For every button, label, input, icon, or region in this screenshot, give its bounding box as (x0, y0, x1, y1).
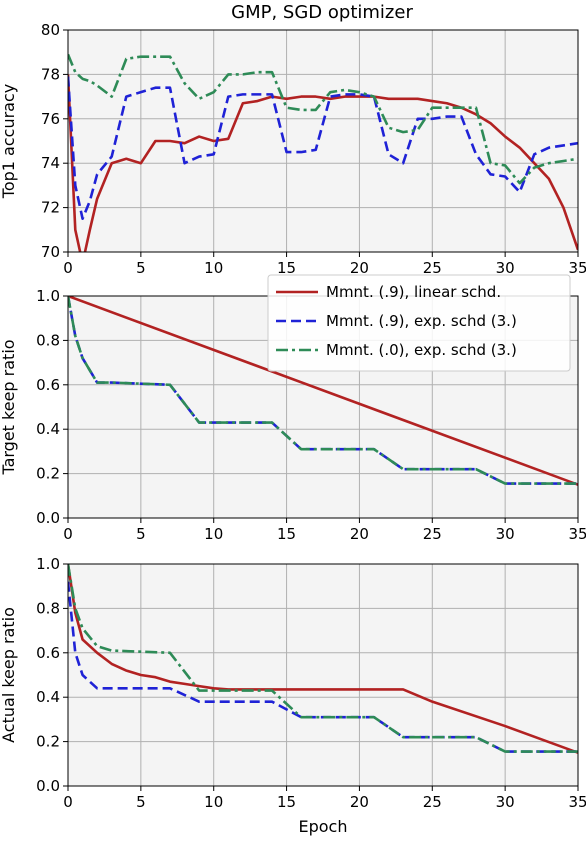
x-tick-label: 15 (277, 525, 296, 543)
x-tick-label: 0 (63, 259, 73, 277)
series-line-0 (68, 564, 578, 754)
plot-frame (67, 563, 579, 787)
x-tick-label: 25 (423, 525, 442, 543)
y-tick-label: 72 (41, 199, 60, 217)
x-tick-label: 0 (63, 793, 73, 811)
x-tick-label: 20 (350, 793, 369, 811)
series-line-1 (68, 296, 578, 485)
x-tick-label: 5 (136, 525, 146, 543)
y-tick-label: 0.8 (36, 599, 60, 617)
x-tick-label: 15 (277, 259, 296, 277)
legend-label-exp-nomomentum: Mmnt. (.0), exp. schd (3.) (326, 341, 517, 359)
series-line-1 (68, 581, 578, 753)
x-tick-label: 30 (496, 793, 515, 811)
y-axis-label: Actual keep ratio (0, 607, 18, 743)
x-tick-label: 15 (277, 793, 296, 811)
y-tick-label: 1.0 (36, 287, 60, 305)
figure-title: GMP, SGD optimizer (231, 2, 413, 23)
y-tick-label: 0.8 (36, 331, 60, 349)
plot-area (68, 564, 578, 786)
series-line-0 (68, 74, 578, 252)
legend-box (267, 274, 571, 372)
series-line-1 (68, 76, 578, 220)
x-tick-label: 10 (204, 259, 223, 277)
y-tick-label: 0.4 (36, 688, 60, 706)
actual-keep-ratio-panel: 0 5 10 15 20 25 30 35 0.0 0.2 0.4 0.6 0.8 1.0 Actual k… (0, 555, 586, 836)
y-tick-label: 0.6 (36, 376, 60, 394)
x-tick-label: 30 (496, 525, 515, 543)
y-tick-label: 70 (41, 243, 60, 261)
x-tick-label: 25 (423, 793, 442, 811)
series-line-2 (68, 564, 578, 753)
legend-label-exp-momentum: Mmnt. (.9), exp. schd (3.) (326, 312, 517, 330)
x-tick-label: 35 (568, 259, 586, 277)
legend: Mmnt. (.9), linear schd. Mmnt. (.9), exp… (267, 274, 571, 372)
series-line-0 (68, 296, 578, 486)
x-tick-label: 25 (423, 259, 442, 277)
y-axis-label: Target keep ratio (0, 339, 18, 475)
y-tick-label: 74 (41, 154, 60, 172)
y-axis-label: Top1 accuracy (0, 84, 18, 199)
x-tick-label: 35 (568, 525, 586, 543)
accuracy-panel: 0 5 10 15 20 25 30 35 70 72 74 76 78 80 Top1 accuracy (0, 21, 586, 277)
y-tick-label: 1.0 (36, 555, 60, 573)
legend-label-linear: Mmnt. (.9), linear schd. (326, 283, 501, 301)
y-tick-label: 0.6 (36, 644, 60, 662)
x-tick-label: 20 (350, 259, 369, 277)
x-tick-label: 5 (136, 259, 146, 277)
x-tick-label: 30 (496, 259, 515, 277)
y-tick-label: 76 (41, 110, 60, 128)
y-tick-label: 80 (41, 21, 60, 39)
x-tick-label: 10 (204, 525, 223, 543)
x-tick-label: 35 (568, 793, 586, 811)
plot-area (68, 30, 578, 252)
series-line-2 (68, 53, 578, 185)
y-tick-label: 78 (41, 65, 60, 83)
x-tick-label: 20 (350, 525, 369, 543)
x-tick-label: 10 (204, 793, 223, 811)
y-tick-label: 0.2 (36, 465, 60, 483)
y-tick-label: 0.0 (36, 509, 60, 527)
y-tick-label: 0.4 (36, 420, 60, 438)
y-tick-label: 0.0 (36, 777, 60, 795)
series-line-2 (68, 296, 578, 485)
y-tick-label: 0.2 (36, 733, 60, 751)
x-tick-label: 0 (63, 525, 73, 543)
x-axis-label: Epoch (299, 817, 348, 836)
plot-frame (67, 29, 579, 253)
x-tick-label: 5 (136, 793, 146, 811)
